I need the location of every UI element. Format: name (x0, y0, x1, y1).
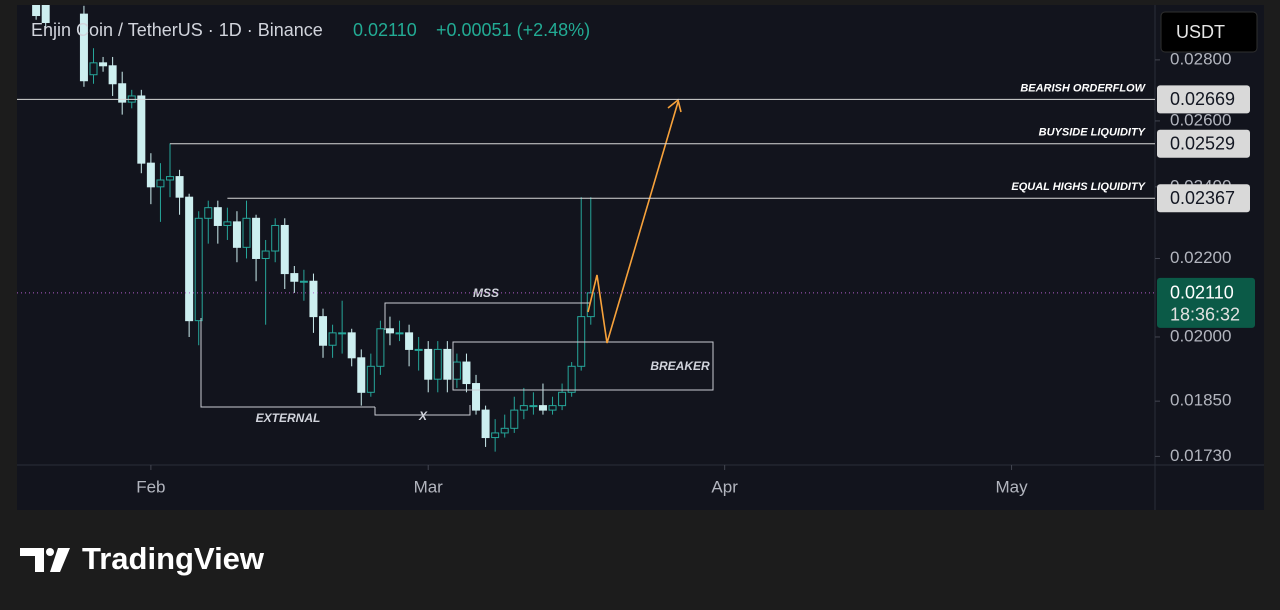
projection-arrow (587, 101, 679, 344)
candle-body (510, 409, 519, 429)
currency-button[interactable] (1160, 11, 1258, 53)
candle-body (223, 221, 232, 226)
level-value: 0.02529 (1170, 133, 1235, 153)
y-tick-label: 0.02200 (1170, 248, 1231, 267)
x-tick-label: Feb (136, 477, 165, 496)
candle-body (366, 365, 375, 393)
x-tick-label: May (995, 477, 1028, 496)
candle-body (166, 176, 175, 181)
candle-body (194, 217, 203, 322)
candle-body (261, 250, 270, 259)
candle-body (567, 365, 576, 393)
candle-body (577, 316, 586, 367)
candle-body (414, 348, 423, 351)
level-badge (1157, 129, 1250, 158)
brand-logo (20, 548, 70, 572)
arrow-head (667, 98, 682, 113)
candle-body (491, 432, 500, 439)
candle-body (338, 332, 347, 335)
candle-body (79, 13, 88, 82)
candle-body (99, 62, 108, 67)
header-change: +0.00051 (+2.48%) (436, 20, 590, 40)
level-value: 0.02367 (1170, 188, 1235, 208)
external-line (200, 318, 375, 408)
candle-body (118, 83, 127, 103)
candle-body (108, 65, 117, 85)
y-tick-label: 0.02600 (1170, 110, 1231, 129)
candle-body (252, 217, 261, 259)
currency[interactable]: USDT (1176, 22, 1225, 42)
last-price-value: 0.02110 (1170, 283, 1234, 303)
annotation: EXTERNAL (256, 411, 321, 425)
candle-body (472, 383, 481, 411)
candle-body (242, 217, 251, 248)
annotation: X (418, 409, 428, 423)
candle-body (548, 405, 557, 411)
candle-body (433, 348, 442, 380)
candle-body (213, 207, 222, 226)
y-tick-label: 0.02000 (1170, 326, 1231, 345)
candle-body (405, 332, 414, 350)
candle-body (137, 95, 146, 164)
candle-body (32, 5, 41, 17)
candle-body (41, 5, 50, 24)
candle-body (538, 405, 547, 411)
candle-body (462, 361, 471, 385)
candle-body (156, 179, 165, 188)
breaker-box (452, 341, 714, 391)
header-price: 0.02110 (353, 20, 417, 40)
candle-body (299, 280, 308, 283)
ticks: 0.028000.026000.024000.022000.020000.018… (136, 49, 1231, 496)
annotations (200, 98, 714, 416)
candle-body (357, 357, 366, 393)
y-tick-label: 0.01850 (1170, 391, 1231, 410)
annotation: BREAKER (650, 359, 710, 373)
level-value: 0.02669 (1170, 89, 1235, 109)
countdown: 18:36:32 (1170, 305, 1240, 325)
candle-body (175, 176, 184, 198)
y-tick-label: 0.02800 (1170, 49, 1231, 68)
x-tick-label: Mar (414, 477, 444, 496)
level-name: BUYSIDE LIQUIDITY (1039, 127, 1147, 139)
candle-body (185, 196, 194, 322)
candle-body (309, 280, 318, 318)
candle-body (319, 316, 328, 346)
level-name: EQUAL HIGHS LIQUIDITY (1011, 181, 1146, 193)
level-name: BEARISH ORDERFLOW (1020, 82, 1146, 94)
candle-body (376, 328, 385, 367)
candle-body (481, 409, 490, 439)
candle-body (290, 273, 299, 282)
x-tick-label: Apr (711, 477, 738, 496)
chart-panel (17, 5, 1264, 510)
levels: BEARISH ORDERFLOW 0.02669 BUYSIDE LIQUIDIT… (17, 82, 1255, 328)
candle-body (452, 361, 461, 380)
y-tick-label: 0.01730 (1170, 446, 1231, 465)
mss-line (384, 302, 590, 330)
candle-body (280, 224, 289, 275)
candle-body (328, 332, 337, 346)
candle-body (586, 292, 595, 318)
last-price-badge (1157, 277, 1255, 328)
candle-body (232, 221, 241, 248)
candle-body (347, 332, 356, 359)
candle-body (395, 332, 404, 335)
candle-body (443, 348, 452, 380)
candle-body (271, 224, 280, 252)
level-badge (1157, 184, 1250, 213)
symbol: Enjin Coin / TetherUS · 1D · Binance (31, 20, 323, 40)
candle-body (424, 348, 433, 380)
candle-body (146, 162, 155, 188)
x-line (374, 405, 471, 416)
candle-body (500, 427, 509, 434)
level-badge (1157, 85, 1250, 114)
candle-body (89, 62, 98, 76)
candle-body (385, 328, 394, 334)
candle-body (558, 391, 567, 407)
candle-body (529, 405, 538, 408)
brand: TradingView (82, 541, 265, 576)
candle-body (519, 405, 528, 411)
candle-body (204, 207, 213, 219)
